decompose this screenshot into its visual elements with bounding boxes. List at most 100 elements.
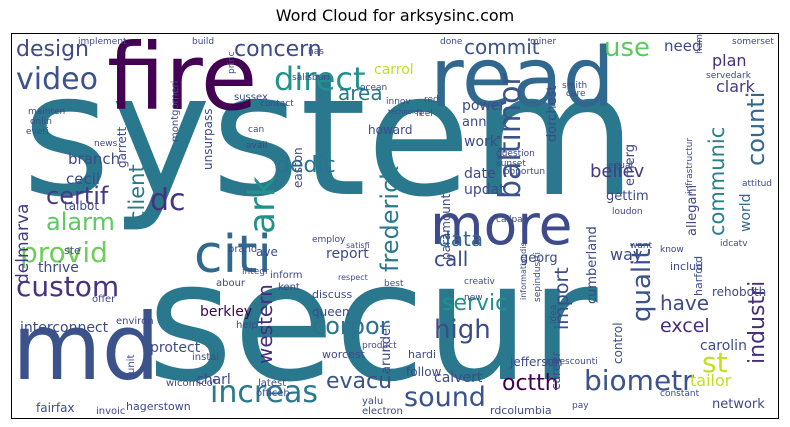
word-data: data bbox=[438, 227, 483, 251]
word-citi: citi bbox=[194, 225, 272, 285]
word-dorchest: dorchest bbox=[545, 85, 560, 142]
word-counti: counti bbox=[742, 92, 770, 166]
word-opportun: opportun bbox=[504, 167, 545, 177]
word-ave: ave bbox=[256, 245, 278, 259]
word-concern: concern bbox=[234, 37, 322, 62]
word-octth: octth bbox=[502, 371, 559, 396]
word-howard: howard bbox=[368, 123, 412, 137]
word-date: date bbox=[464, 166, 496, 182]
word-arundel: arundel bbox=[379, 324, 394, 374]
word-employ: employ bbox=[312, 235, 346, 245]
word-idea: idea bbox=[549, 305, 559, 324]
word-sussex: sussex bbox=[234, 92, 268, 103]
word-work: work bbox=[464, 134, 499, 150]
word-certif: certif bbox=[46, 182, 109, 210]
word-world: world bbox=[738, 193, 754, 232]
word-satisfi: satisfi bbox=[346, 241, 370, 250]
word-attitud: attitud bbox=[742, 179, 772, 189]
word-done: done bbox=[440, 37, 463, 47]
word-alarm: alarm bbox=[46, 208, 115, 236]
word-new: new bbox=[464, 293, 483, 303]
word-direct: direct bbox=[274, 60, 365, 98]
word-hardi: hardi bbox=[408, 348, 436, 361]
word-secur: secur bbox=[147, 226, 598, 418]
word-rehoboth: rehoboth bbox=[712, 285, 766, 299]
word-salisburi: salisburi bbox=[292, 73, 330, 83]
word-cloud: system secur fire read md more citi ark video dir… bbox=[11, 33, 779, 419]
word-inform: inform bbox=[270, 270, 302, 281]
word-talbot: talbot bbox=[64, 199, 99, 213]
word-georg: georg bbox=[520, 251, 558, 266]
word-area: area bbox=[338, 81, 383, 105]
word-everi: everi bbox=[26, 127, 49, 137]
word-biometr: biometr bbox=[584, 364, 694, 397]
word-unit: unit bbox=[126, 355, 137, 374]
word-industri: industri bbox=[745, 281, 770, 364]
word-ann: ann bbox=[462, 115, 486, 130]
word-brand: brand bbox=[228, 244, 257, 255]
word-mainten: mainten bbox=[28, 107, 65, 117]
word-protect: protect bbox=[150, 340, 201, 356]
word-branch: branch bbox=[68, 150, 120, 168]
word-citiescounti: citiescounti bbox=[546, 357, 598, 367]
word-onlin: onlin bbox=[30, 117, 52, 127]
word-easton: easton bbox=[291, 147, 305, 188]
chart-title: Word Cloud for arksysinc.com bbox=[275, 6, 515, 25]
word-environ: environ bbox=[116, 316, 154, 327]
word-electron: electron bbox=[362, 406, 403, 417]
word-follow: follow bbox=[406, 365, 442, 379]
word-carolin: carolin bbox=[700, 338, 747, 354]
word-princ: princ bbox=[227, 51, 237, 74]
word-interconnect: interconnect bbox=[20, 320, 109, 336]
word-calvert: calvert bbox=[434, 370, 483, 386]
word-cecil: cecil bbox=[66, 170, 100, 188]
word-excel: excel bbox=[660, 315, 710, 337]
word-allegani: allegani bbox=[685, 185, 700, 236]
word-custom: custom bbox=[16, 270, 119, 303]
word-build: build bbox=[192, 37, 214, 47]
word-harford: harford bbox=[692, 256, 705, 296]
word-pay: pay bbox=[572, 401, 589, 411]
word-red: red bbox=[424, 95, 439, 105]
word-sepindustri: sepindustri bbox=[533, 252, 543, 302]
word-berkley: berkley bbox=[200, 304, 252, 320]
word-feel: feel bbox=[416, 109, 433, 119]
word-dc: dc bbox=[150, 183, 186, 218]
word-dedic: dedic bbox=[276, 153, 336, 178]
word-integr: integr bbox=[242, 267, 269, 277]
word-need: need bbox=[664, 37, 702, 55]
word-kent: kent bbox=[278, 282, 300, 293]
word-news: news bbox=[94, 139, 118, 149]
word-believ: believ bbox=[590, 161, 645, 182]
word-montgomeri: montgomeri bbox=[170, 81, 181, 142]
word-implement: implement bbox=[78, 37, 127, 47]
word-best: best bbox=[384, 279, 404, 289]
word-tailor: tailor bbox=[690, 371, 732, 390]
word-western: western bbox=[253, 284, 277, 364]
word-officeh: officeh bbox=[256, 388, 290, 399]
word-career: career bbox=[549, 352, 563, 390]
word-yalu: yalu bbox=[362, 396, 383, 407]
word-baltimor: baltimor bbox=[493, 73, 528, 199]
word-md: md bbox=[12, 294, 160, 401]
word-st: st bbox=[702, 346, 728, 379]
word-power: power bbox=[462, 98, 506, 114]
word-provid: provid bbox=[20, 236, 108, 269]
word-has: has bbox=[308, 47, 324, 57]
word-read: read bbox=[430, 34, 615, 126]
word-communic: communic bbox=[705, 127, 729, 236]
word-way: way bbox=[610, 245, 642, 264]
word-increas: increas bbox=[210, 375, 318, 410]
word-discuss: discuss bbox=[312, 288, 353, 301]
word-miner: miner bbox=[530, 37, 557, 47]
word-plan: plan bbox=[712, 51, 747, 70]
word-constant: constant bbox=[660, 389, 700, 399]
word-video: video bbox=[16, 62, 98, 97]
word-rdcolumbia: rdcolumbia bbox=[490, 404, 552, 417]
word-innov: innov bbox=[386, 97, 411, 107]
word-cumberland: cumberland bbox=[585, 226, 600, 304]
word-fairfax: fairfax bbox=[36, 401, 75, 415]
word-question: question bbox=[496, 149, 535, 159]
word-corpor: corpor bbox=[312, 312, 390, 340]
